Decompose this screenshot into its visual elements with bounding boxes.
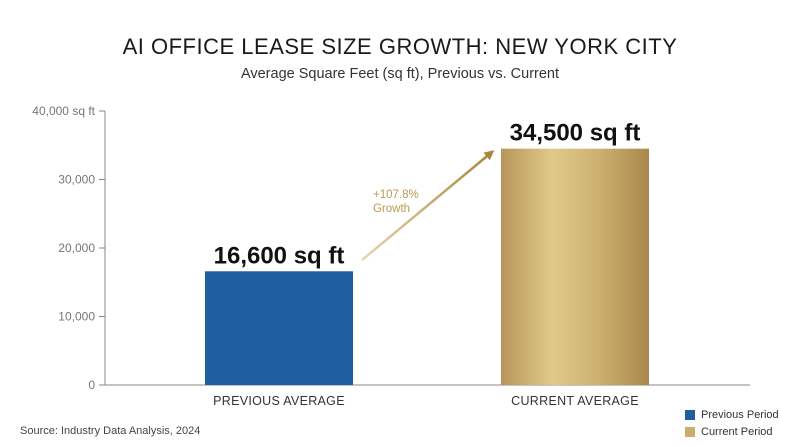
growth-annotation-label: Growth xyxy=(373,203,410,215)
y-tick-label: 0 xyxy=(88,378,95,392)
legend-label-previous: Previous Period xyxy=(701,408,779,421)
x-category-label: CURRENT AVERAGE xyxy=(511,394,639,408)
legend-label-current: Current Period xyxy=(701,425,773,438)
x-category-label: PREVIOUS AVERAGE xyxy=(213,394,345,408)
growth-annotation-percent: +107.8% xyxy=(373,189,419,201)
data-label-previous: 16,600 sq ft xyxy=(214,242,345,269)
y-tick-label: 10,000 xyxy=(58,310,95,324)
bar-current xyxy=(501,148,649,385)
bar-previous xyxy=(205,271,353,385)
y-tick-label: 40,000 sq ft xyxy=(32,104,95,118)
legend-swatch-previous xyxy=(685,409,695,420)
y-tick-label: 20,000 xyxy=(58,241,95,255)
data-label-current: 34,500 sq ft xyxy=(510,120,641,147)
legend-item-previous: Previous Period xyxy=(685,406,779,423)
legend: Previous Period Current Period xyxy=(685,406,779,440)
legend-item-current: Current Period xyxy=(685,423,779,440)
chart-subtitle: Average Square Feet (sq ft), Previous vs… xyxy=(240,66,560,82)
legend-swatch-current xyxy=(685,426,695,437)
growth-arrow xyxy=(361,150,495,261)
chart-title: AI OFFICE LEASE SIZE GROWTH: NEW YORK CI… xyxy=(122,34,678,59)
source-note: Source: Industry Data Analysis, 2024 xyxy=(20,425,201,437)
y-tick-label: 30,000 xyxy=(58,173,95,187)
